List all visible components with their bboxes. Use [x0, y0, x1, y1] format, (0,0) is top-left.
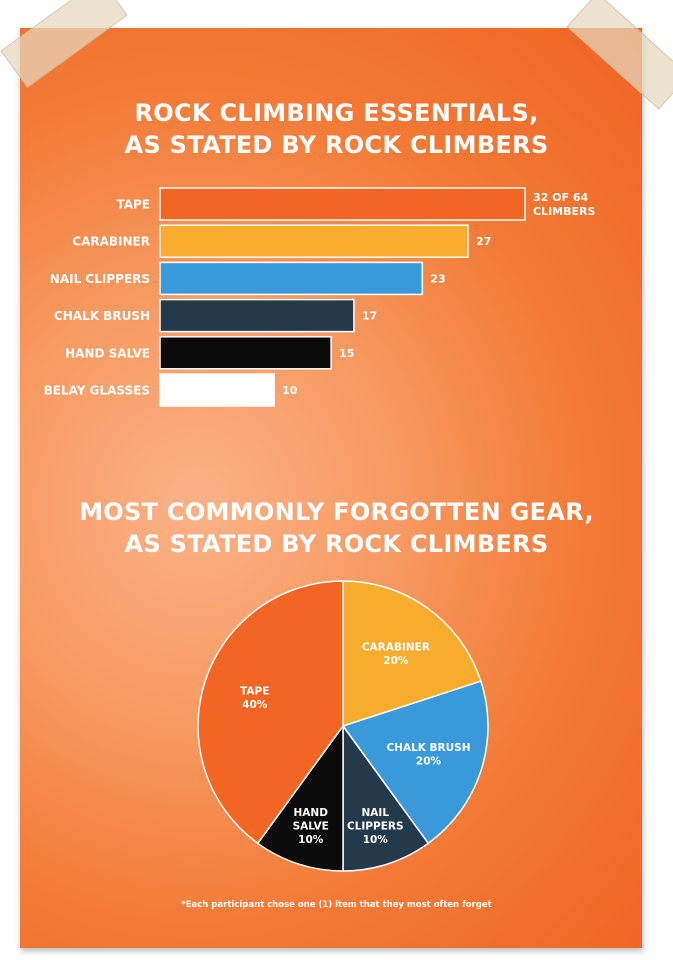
pie-label-tape: TAPE 40%	[240, 686, 269, 712]
pie-chart-title: MOST COMMONLY FORGOTTEN GEAR, AS STATED …	[0, 496, 673, 560]
pie-slice-carabiner	[342, 580, 482, 728]
bar-label-chalk-brush: CHALK BRUSH	[54, 309, 150, 323]
pie-slice-hand-salve	[256, 723, 344, 872]
value-label-nail-clippers: 23	[430, 272, 445, 285]
bar-label-tape: TAPE	[116, 198, 150, 212]
value-label-carabiner: 27	[476, 235, 491, 248]
value-label-hand-salve: 15	[339, 347, 354, 360]
footnote: *Each participant chose one (1) item tha…	[181, 900, 492, 910]
pie-label-chalk-brush: CHALK BRUSH 20%	[386, 742, 470, 768]
bar-chart-title: ROCK CLIMBING ESSENTIALS, AS STATED BY R…	[0, 97, 673, 161]
bar-label-hand-salve: HAND SALVE	[65, 346, 150, 360]
bar-chart-title-line-1: ROCK CLIMBING ESSENTIALS,	[134, 99, 539, 127]
bar-belay-glasses	[159, 373, 275, 407]
pie-slice-chalk-brush	[341, 680, 489, 845]
pie-label-hand-salve: HAND SALVE 10%	[293, 807, 329, 846]
bar-chart-title-line-2: AS STATED BY ROCK CLIMBERS	[124, 131, 549, 159]
bar-nail-clippers	[159, 261, 424, 296]
bar-label-belay-glasses: BELAY GLASSES	[44, 384, 150, 398]
pie-label-nail-clippers: NAIL CLIPPERS 10%	[347, 807, 404, 846]
value-label-tape: 32 OF 64 CLIMBERS	[533, 191, 595, 218]
value-label-chalk-brush: 17	[362, 310, 377, 323]
bar-chalk-brush	[159, 298, 355, 333]
bar-hand-salve	[159, 336, 332, 370]
bar-carabiner	[159, 224, 469, 258]
bar-tape	[159, 187, 526, 221]
bar-label-nail-clippers: NAIL CLIPPERS	[50, 272, 150, 286]
bar-label-carabiner: CARABINER	[72, 235, 150, 249]
pie-label-carabiner: CARABINER 20%	[362, 642, 430, 668]
pie-slice-tape	[197, 580, 344, 845]
value-label-belay-glasses: 10	[282, 384, 298, 397]
pie-chart-title-line-2: AS STATED BY ROCK CLIMBERS	[124, 530, 549, 558]
pie-slice-nail-clippers	[342, 723, 430, 872]
pie-chart-title-line-1: MOST COMMONLY FORGOTTEN GEAR,	[79, 498, 594, 526]
